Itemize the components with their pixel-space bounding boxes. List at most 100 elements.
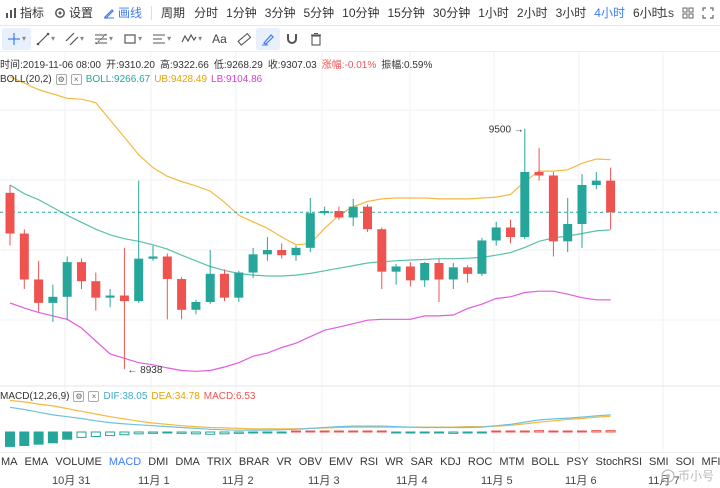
candle-body: [105, 295, 115, 298]
indicator-tab[interactable]: KDJ: [440, 455, 461, 468]
ruler-tool[interactable]: [232, 28, 256, 50]
indicator-tab[interactable]: DMA: [175, 455, 200, 468]
macd-bar: [62, 431, 73, 440]
indicator-tab[interactable]: WR: [385, 455, 404, 468]
gann-tool[interactable]: ▾: [147, 28, 176, 50]
boll-name: BOLL(20,2): [0, 73, 52, 85]
fullscreen-icon[interactable]: [702, 7, 714, 19]
settings-button[interactable]: 设置: [49, 0, 98, 25]
indicator-tab[interactable]: MFI: [701, 455, 720, 468]
period-option[interactable]: 6小时: [632, 6, 664, 20]
lines-icon: [152, 32, 166, 46]
trash-icon: [309, 32, 323, 46]
indicator-tab[interactable]: BRAR: [238, 455, 270, 468]
candle-body: [277, 250, 287, 256]
top-toolbar: 指标 设置 画线 周期 分时 1分钟 3分钟 5分钟 10分钟 15分钟 30分钟 1小时 2小…: [0, 0, 720, 26]
crosshair-tool[interactable]: ▾: [2, 27, 32, 50]
trend-line-tool[interactable]: ▾: [31, 28, 60, 50]
period-option[interactable]: 1分钟: [226, 6, 257, 20]
gear-icon: [54, 7, 66, 19]
indicator-tab[interactable]: PSY: [566, 455, 589, 468]
drawing-toolbar: ▾ ▾ ▾ ▾ ▾ ▾ ▾ Aa: [0, 26, 720, 52]
brush-tool[interactable]: [255, 27, 280, 50]
x-tick-label: 11月 7: [648, 475, 680, 487]
macd-bar: [176, 431, 187, 434]
period-option[interactable]: 30分钟: [432, 6, 471, 20]
indicator-tab[interactable]: BOLL: [531, 455, 560, 468]
brush-icon: [261, 32, 275, 46]
chevron-down-icon: ▾: [51, 34, 56, 43]
indicator-tab[interactable]: EMV: [328, 455, 353, 468]
candle-body: [405, 266, 415, 281]
period-option[interactable]: 4小时: [594, 6, 625, 20]
fibonacci-icon: [94, 32, 108, 46]
indicator-tab[interactable]: StochRSI: [595, 455, 643, 468]
refresh-interval[interactable]: 1s: [661, 6, 674, 20]
indicator-tab[interactable]: OBV: [298, 455, 322, 468]
indicator-tab[interactable]: DMI: [148, 455, 169, 468]
low-price-label: ← 8938: [127, 365, 162, 376]
period-option[interactable]: 10分钟: [342, 6, 380, 20]
draw-line-label: 画线: [118, 6, 143, 20]
indicators-button[interactable]: 指标: [0, 0, 49, 25]
candle-body: [491, 227, 501, 241]
indicator-tab[interactable]: VR: [276, 455, 292, 468]
candle-body: [348, 206, 358, 218]
indicator-tab[interactable]: MTM: [499, 455, 525, 468]
info-high: 高:9322.66: [159, 60, 209, 71]
macd-bar: [376, 430, 387, 433]
indicator-tab[interactable]: VOLUME: [55, 455, 102, 468]
candle-body: [205, 273, 215, 302]
candle-body: [5, 192, 15, 234]
indicator-tab[interactable]: MA: [1, 455, 18, 468]
macd-bar: [119, 431, 130, 436]
macd-bar: [391, 431, 402, 434]
trend-line-icon: [36, 32, 50, 46]
macd-dif-value: DIF:38.05: [103, 390, 148, 402]
settings-mini-icon[interactable]: ⚙: [55, 73, 67, 85]
period-option[interactable]: 分时: [194, 6, 219, 20]
candle-body: [420, 263, 430, 281]
indicator-tab[interactable]: RSI: [359, 455, 379, 468]
period-option[interactable]: 15分钟: [387, 6, 425, 20]
boll-mid-value: BOLL:9266.67: [85, 73, 151, 85]
indicator-tab[interactable]: EMA: [24, 455, 49, 468]
high-price-label: 9500 →: [489, 125, 524, 136]
candle-body: [377, 229, 387, 272]
toolbar-divider: [151, 5, 153, 20]
indicators-icon: [5, 7, 17, 19]
macd-bar: [519, 430, 530, 433]
channel-tool[interactable]: ▾: [60, 28, 89, 50]
grid-icon[interactable]: [682, 7, 694, 19]
indicator-tab[interactable]: ROC: [467, 455, 493, 468]
boll-info: BOLL(20,2) ⚙ × BOLL:9266.67 UB:9428.49 L…: [0, 72, 262, 86]
period-option[interactable]: 1小时: [478, 6, 509, 20]
settings-mini-icon[interactable]: ⚙: [73, 390, 85, 402]
delete-tool[interactable]: [304, 28, 328, 50]
candle-body: [334, 211, 344, 218]
fib-tool[interactable]: ▾: [89, 28, 118, 50]
indicator-tab[interactable]: SOI: [675, 455, 695, 468]
period-option[interactable]: 3分钟: [264, 6, 296, 20]
indicator-tab[interactable]: MACD: [108, 455, 142, 468]
wave-tool[interactable]: ▾: [176, 28, 207, 50]
macd-dea-value: DEA:34.78: [151, 390, 200, 402]
magnet-tool[interactable]: [280, 28, 304, 50]
watermark: 币小号: [661, 467, 714, 484]
indicator-tab[interactable]: TRIX: [206, 455, 232, 468]
text-tool[interactable]: Aa: [207, 28, 232, 50]
close-icon[interactable]: ×: [70, 73, 82, 85]
macd-bar: [319, 430, 330, 433]
period-option[interactable]: 3小时: [555, 6, 587, 20]
draw-line-button[interactable]: 画线: [98, 0, 147, 25]
rectangle-icon: [123, 32, 137, 46]
close-icon[interactable]: ×: [88, 390, 100, 402]
macd-bar: [90, 431, 101, 437]
period-option[interactable]: 2小时: [516, 6, 548, 20]
indicator-tab[interactable]: SMI: [649, 455, 669, 468]
period-option[interactable]: 5分钟: [303, 6, 335, 20]
candle-body: [91, 281, 101, 298]
shape-tool[interactable]: ▾: [118, 28, 147, 50]
indicator-tab[interactable]: SAR: [410, 455, 434, 468]
